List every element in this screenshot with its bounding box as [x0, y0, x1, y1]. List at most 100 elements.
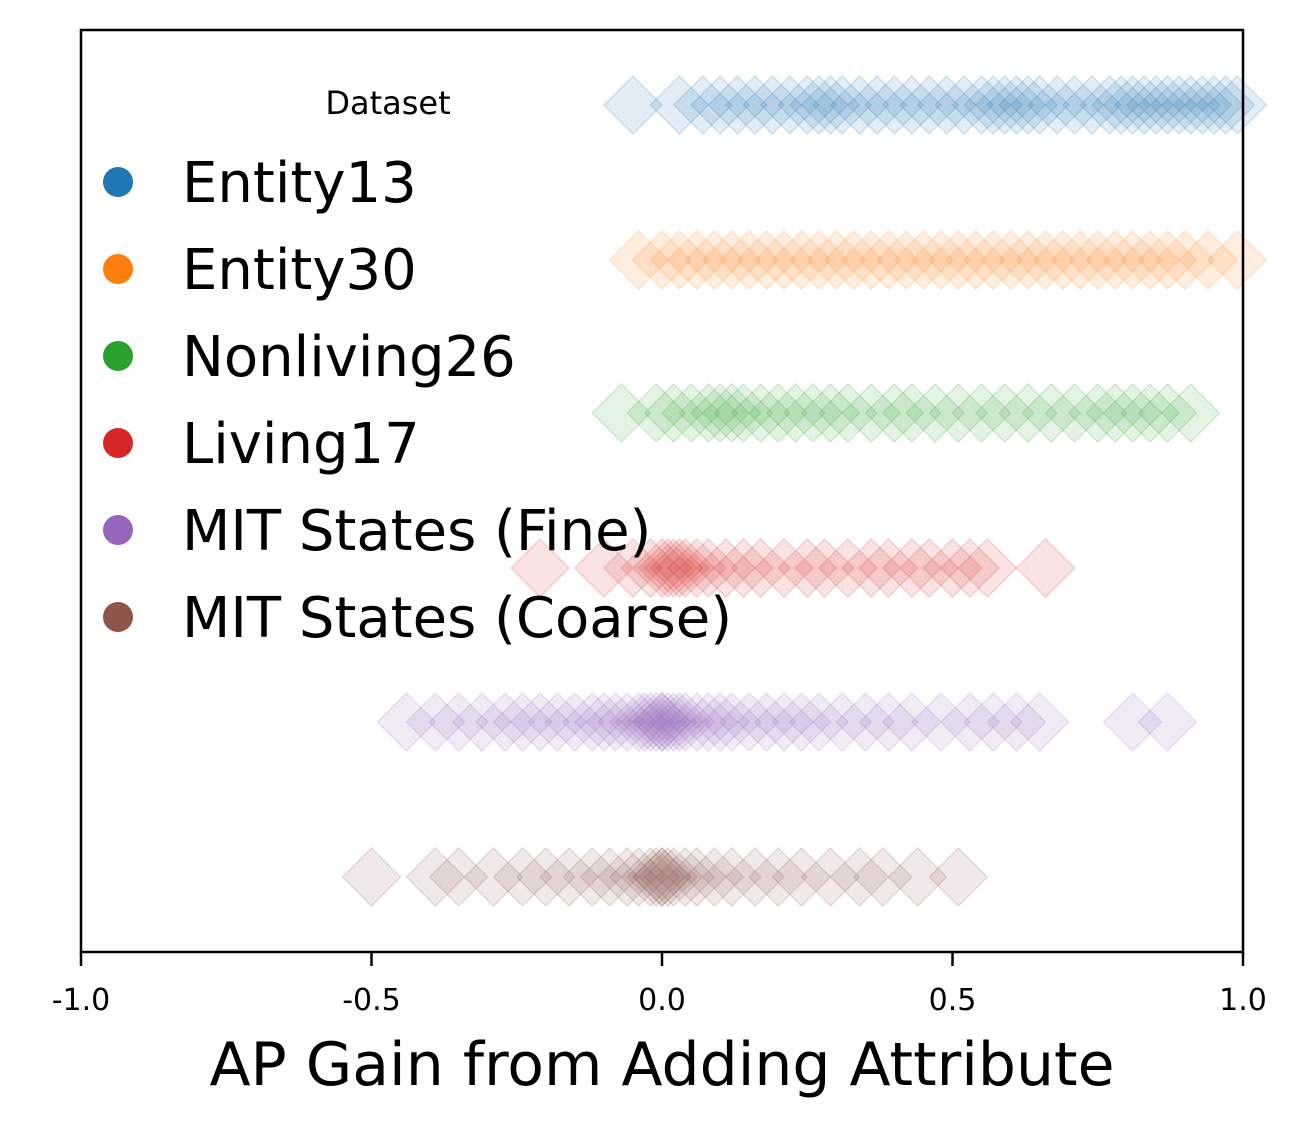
data-point	[736, 230, 797, 290]
data-point	[637, 538, 698, 598]
data-point	[1102, 692, 1163, 752]
data-point	[1207, 75, 1268, 135]
data-point	[1137, 75, 1198, 135]
legend-marker	[103, 167, 133, 197]
data-point	[562, 847, 623, 907]
data-point	[527, 692, 588, 752]
legend-marker	[103, 428, 133, 458]
data-point	[649, 692, 710, 752]
data-point	[771, 692, 832, 752]
data-point	[608, 847, 669, 907]
data-point	[620, 692, 681, 752]
series-mit-states-coarse	[341, 847, 989, 907]
data-point	[405, 692, 466, 752]
data-point	[574, 538, 634, 598]
data-point	[841, 230, 902, 290]
data-point	[655, 692, 716, 752]
data-point	[998, 383, 1058, 443]
data-point	[341, 847, 402, 907]
legend-marker	[103, 254, 133, 284]
data-point	[713, 383, 774, 443]
data-point	[684, 847, 745, 907]
data-point	[585, 692, 646, 752]
data-point	[777, 538, 838, 598]
data-point	[1149, 75, 1209, 135]
data-point	[701, 230, 762, 290]
data-point	[818, 383, 878, 443]
data-point	[603, 538, 663, 598]
data-point	[696, 538, 756, 598]
x-tick-label: -1.0	[52, 983, 111, 1018]
data-point	[719, 692, 779, 752]
data-point	[515, 847, 576, 907]
data-point	[1155, 230, 1215, 290]
data-point	[1009, 692, 1070, 752]
data-point	[643, 383, 704, 443]
data-point	[806, 230, 867, 290]
data-point	[597, 847, 657, 907]
data-point	[783, 383, 843, 443]
data-point	[1178, 230, 1238, 290]
data-point	[986, 75, 1047, 135]
data-point	[852, 847, 913, 907]
data-point	[998, 75, 1058, 135]
data-point	[428, 692, 489, 752]
data-point	[1137, 230, 1198, 290]
data-point	[690, 75, 750, 135]
data-point	[928, 230, 989, 290]
data-point	[1120, 383, 1180, 443]
data-point	[1195, 75, 1256, 135]
data-point	[928, 847, 989, 907]
data-point	[823, 230, 884, 290]
data-point	[713, 538, 774, 598]
data-point	[678, 692, 739, 752]
data-point	[597, 692, 657, 752]
data-point	[678, 383, 739, 443]
data-point	[963, 230, 1024, 290]
data-point	[963, 75, 1024, 135]
data-point	[730, 538, 791, 598]
data-point	[643, 847, 704, 907]
data-point	[632, 538, 692, 598]
data-point	[701, 847, 762, 907]
data-point	[1079, 75, 1140, 135]
data-point	[887, 847, 948, 907]
data-point	[608, 692, 669, 752]
data-point	[492, 692, 553, 752]
data-point	[841, 538, 902, 598]
data-point	[858, 538, 919, 598]
data-point	[899, 75, 960, 135]
data-point	[748, 383, 809, 443]
data-point	[818, 538, 878, 598]
data-point	[812, 75, 872, 135]
data-point	[911, 692, 971, 752]
data-point	[789, 75, 849, 135]
data-point	[626, 847, 687, 907]
data-point	[632, 847, 692, 907]
legend-label: Entity30	[182, 238, 417, 303]
data-point	[754, 230, 814, 290]
series-mit-states-fine	[376, 692, 1198, 752]
legend-label: Living17	[182, 412, 420, 477]
data-point	[725, 847, 785, 907]
data-point	[951, 75, 1012, 135]
series-entity30	[608, 230, 1268, 290]
x-axis: -1.0 -0.5 0.0 0.5 1.0	[52, 952, 1267, 1018]
data-point	[881, 538, 942, 598]
legend-label: Entity13	[182, 151, 417, 216]
data-point	[614, 692, 675, 752]
x-tick-label: -0.5	[342, 983, 401, 1018]
data-point	[1021, 383, 1082, 443]
series-nonliving26	[591, 383, 1221, 443]
legend: Dataset Entity13 Entity30 Nonliving26 Livin…	[103, 84, 732, 651]
x-tick-label: 0.5	[929, 983, 977, 1018]
data-point	[463, 847, 524, 907]
legend-entries: Entity13 Entity30 Nonliving26 Living17 MIT S…	[103, 151, 732, 651]
data-point	[643, 692, 704, 752]
data-point	[649, 538, 710, 598]
data-point	[1160, 383, 1221, 443]
data-point	[1015, 538, 1076, 598]
data-point	[730, 383, 791, 443]
data-point	[667, 692, 727, 752]
data-point	[789, 230, 849, 290]
